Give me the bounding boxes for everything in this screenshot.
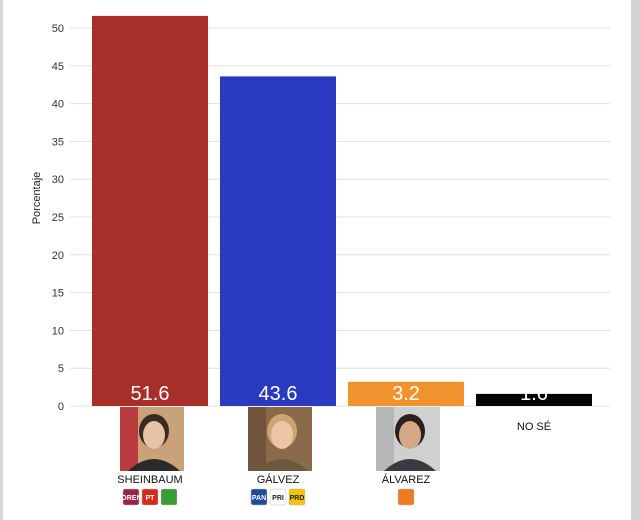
- y-axis-label: Porcentaje: [31, 172, 43, 225]
- y-tick-label: 30: [52, 174, 64, 186]
- party-logo: PAN: [250, 488, 268, 506]
- party-logo: MORENA: [115, 488, 147, 506]
- candidate-photos: [120, 407, 440, 471]
- category-label: NO SÉ: [517, 420, 551, 433]
- party-logo-label: PRD: [290, 495, 305, 502]
- y-tick-label: 45: [52, 61, 64, 73]
- bar-gálvez: [220, 76, 336, 406]
- value-label: 3.2: [392, 383, 420, 405]
- party-logo: PRD: [288, 488, 306, 506]
- y-tick-label: 5: [58, 363, 64, 375]
- photo-sheinbaum: [120, 407, 184, 471]
- party-logo: PRI: [269, 488, 287, 506]
- party-logo-label: MORENA: [115, 495, 146, 502]
- y-axis-ticks: 0 5 10 15 20 25 30 35 40 45 50: [52, 23, 64, 413]
- y-tick-label: 20: [52, 250, 64, 262]
- right-border: [631, 0, 640, 520]
- value-label: 43.6: [259, 383, 298, 405]
- value-label: 1.6: [520, 383, 548, 405]
- left-border: [0, 0, 3, 520]
- party-logo-label: PAN: [252, 495, 266, 502]
- category-label: GÁLVEZ: [257, 473, 300, 486]
- bar-álvarez: [348, 381, 464, 406]
- category-label: SHEINBAUM: [117, 474, 182, 486]
- bar-sheinbaum: [92, 15, 208, 407]
- bars: [92, 15, 592, 407]
- party-logo: [397, 488, 415, 506]
- photo-galvez: [248, 407, 312, 471]
- y-tick-label: 0: [58, 401, 64, 413]
- party-logo: [160, 488, 178, 506]
- bar-no sé: [476, 393, 592, 406]
- party-logo: PT: [141, 488, 159, 506]
- photo-alvarez: [376, 407, 440, 471]
- y-tick-label: 35: [52, 136, 64, 148]
- category-labels: SHEINBAUM GÁLVEZ ÁLVAREZ NO SÉ: [117, 420, 551, 486]
- y-tick-label: 10: [52, 325, 64, 337]
- value-labels: 51.6 43.6 3.2 1.6: [131, 383, 548, 405]
- party-logo-label: PRI: [272, 495, 284, 502]
- y-tick-label: 50: [52, 23, 64, 35]
- value-label: 51.6: [131, 383, 170, 405]
- y-tick-label: 40: [52, 99, 64, 111]
- category-label: ÁLVAREZ: [382, 473, 431, 486]
- party-logo-label: PT: [146, 495, 156, 502]
- y-tick-label: 25: [52, 212, 64, 224]
- y-tick-label: 15: [52, 288, 64, 300]
